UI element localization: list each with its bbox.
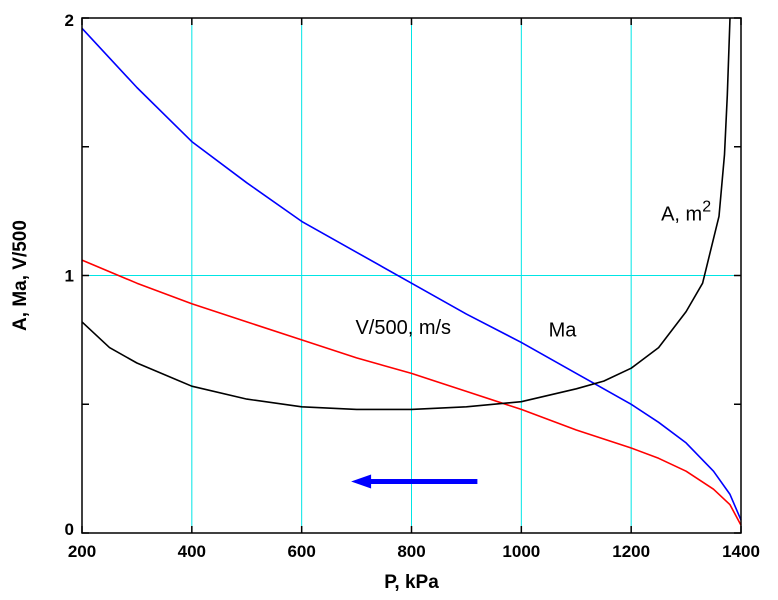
annotations: Ma V/500, m/s A, m2 [351,199,711,489]
x-tick-label: 800 [397,542,425,561]
series-layer [81,17,742,526]
annotation-ma: Ma [549,320,578,342]
y-tick-label: 2 [65,11,74,30]
y-tick-label: 1 [65,267,74,286]
series-line-v-500-m-s [81,259,742,526]
direction-arrow-head [351,474,372,489]
grid [82,18,741,533]
x-axis-title: P, kPa [384,572,439,593]
x-tick-label: 400 [178,542,206,561]
series-line-a-m [81,17,731,411]
annotation-a-m: A, m2 [661,199,711,226]
y-tick-label: 0 [65,520,74,539]
annotation-v-500-m-s: V/500, m/s [355,317,451,339]
axis-ticks: 200 400 600 800 1000 1200 1400 0 1 2 [65,11,760,561]
series-line-ma [81,27,742,521]
x-tick-label: 1400 [722,542,760,561]
x-tick-label: 600 [287,542,315,561]
x-tick-label: 1000 [502,542,540,561]
x-tick-label: 200 [68,542,96,561]
y-axis-title: A, Ma, V/500 [10,220,31,331]
x-tick-label: 1200 [612,542,650,561]
